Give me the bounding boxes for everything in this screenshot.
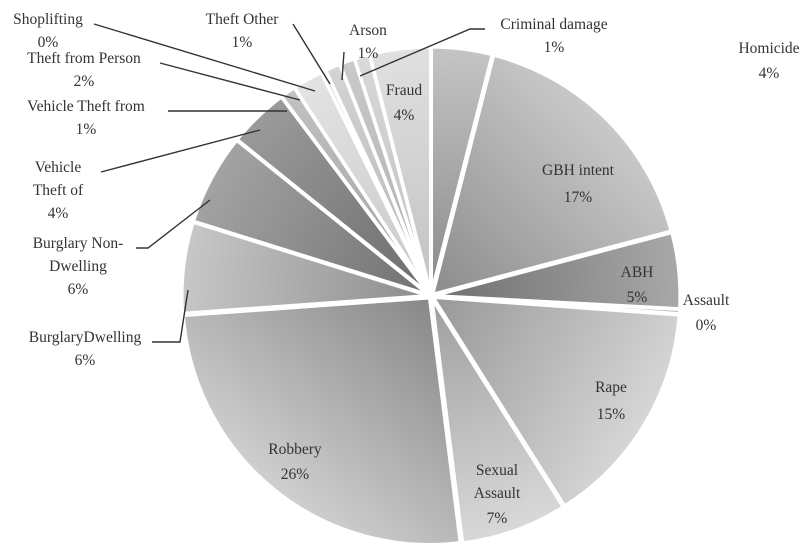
leader-line-burglary-non-dwelling bbox=[136, 199, 211, 249]
slice-value-gbh-intent: 17% bbox=[564, 189, 593, 206]
pie-slice-robbery bbox=[181, 295, 463, 543]
pie-slices bbox=[180, 45, 682, 543]
leader-line-theft-other bbox=[292, 23, 331, 85]
slice-label-homicide: Homicide bbox=[738, 40, 799, 57]
slice-value-fraud: 4% bbox=[394, 107, 415, 124]
slice-value-rape: 15% bbox=[597, 406, 626, 423]
slice-value-vehicle-theft-of: 4% bbox=[48, 205, 69, 222]
slice-label-gbh-intent: GBH intent bbox=[542, 162, 615, 179]
slice-label-abh: ABH bbox=[621, 264, 654, 281]
slice-label-arson: Arson bbox=[349, 22, 387, 39]
slice-value-vehicle-theft-from: 1% bbox=[76, 121, 97, 138]
slice-label-sexual-assault: Assault bbox=[474, 485, 521, 502]
slice-label-fraud: Fraud bbox=[386, 82, 422, 99]
slice-label-vehicle-theft-of: Theft of bbox=[33, 182, 84, 199]
slice-value-theft-other: 1% bbox=[232, 34, 253, 51]
leader-line-shoplifting bbox=[93, 23, 316, 92]
leader-line-vehicle-theft-of bbox=[100, 129, 261, 173]
slice-value-criminal-damage: 1% bbox=[544, 39, 565, 56]
slice-label-sexual-assault: Sexual bbox=[476, 462, 518, 479]
slice-label-criminal-damage: Criminal damage bbox=[500, 16, 607, 33]
slice-label-vehicle-theft-of: Vehicle bbox=[35, 159, 82, 176]
slice-label-shoplifting: Shoplifting bbox=[13, 11, 83, 28]
slice-value-sexual-assault: 7% bbox=[487, 510, 508, 527]
slice-label-robbery: Robbery bbox=[268, 441, 322, 458]
slice-value-assault: 0% bbox=[696, 317, 717, 334]
slice-label-burglary-non-dwelling: Burglary Non- bbox=[33, 235, 124, 252]
slice-label-burglary-non-dwelling: Dwelling bbox=[49, 258, 107, 275]
slice-value-burglary-non-dwelling: 6% bbox=[68, 281, 89, 298]
slice-label-rape: Rape bbox=[595, 379, 627, 396]
leader-line-arson bbox=[341, 51, 345, 81]
slice-label-burglarydwelling: BurglaryDwelling bbox=[29, 329, 142, 346]
leader-lines bbox=[93, 23, 485, 343]
slice-label-theft-from-person: Theft from Person bbox=[27, 50, 141, 67]
leader-line-criminal-damage bbox=[359, 28, 485, 77]
slice-value-robbery: 26% bbox=[281, 466, 310, 483]
pie-slice-fraud bbox=[367, 45, 433, 296]
slice-label-vehicle-theft-from: Vehicle Theft from bbox=[27, 98, 145, 115]
slice-value-abh: 5% bbox=[627, 289, 648, 306]
slice-label-theft-other: Theft Other bbox=[206, 11, 280, 28]
slice-value-homicide: 4% bbox=[759, 65, 780, 82]
leader-line-theft-from-person bbox=[159, 62, 301, 101]
leader-line-burglarydwelling bbox=[152, 289, 189, 343]
slice-value-burglarydwelling: 6% bbox=[75, 352, 96, 369]
pie-slice-gbh-intent bbox=[430, 53, 674, 297]
slice-value-arson: 1% bbox=[358, 45, 379, 62]
slice-value-theft-from-person: 2% bbox=[74, 73, 95, 90]
slice-value-shoplifting: 0% bbox=[38, 34, 59, 51]
pie-slice-rape bbox=[431, 295, 681, 508]
slice-label-assault: Assault bbox=[683, 292, 730, 309]
slice-labels: Homicide 4% GBH intent 17% ABH 5% Assault 0% Rap… bbox=[13, 11, 800, 527]
